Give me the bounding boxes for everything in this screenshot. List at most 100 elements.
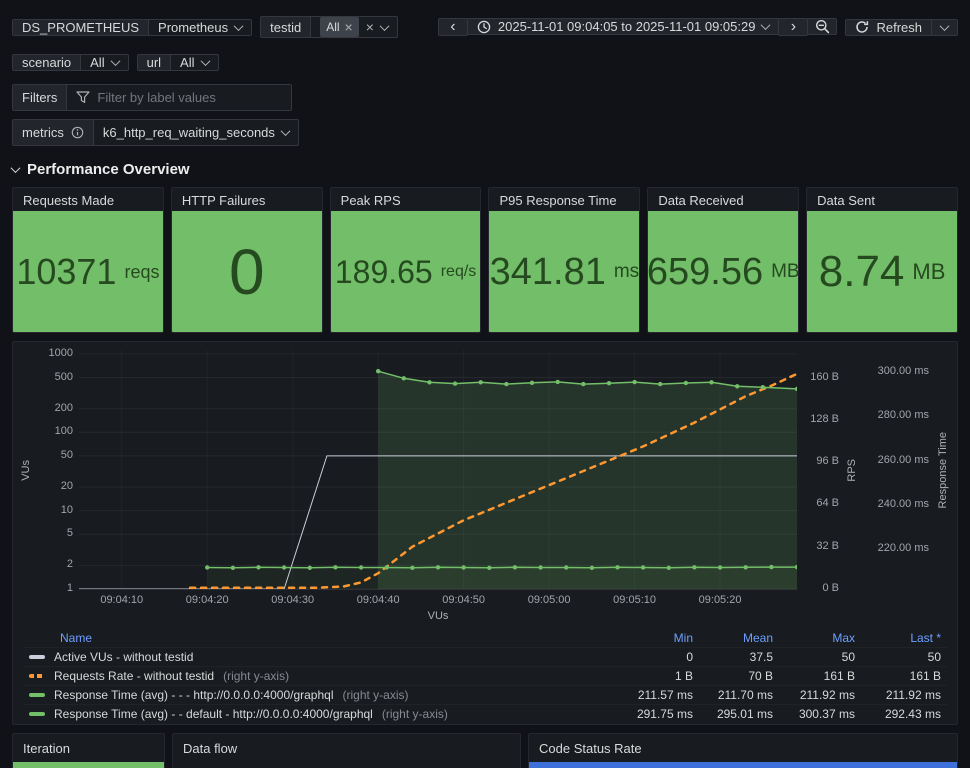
remove-chip-icon[interactable]: × [344, 19, 353, 35]
x-tick-label: 09:05:20 [698, 594, 742, 606]
stat-value: 10371 [16, 250, 117, 292]
funnel-icon [76, 91, 90, 103]
ms-tick-label: 280.00 ms [877, 409, 929, 422]
legend-col-mean[interactable]: Mean [742, 631, 773, 645]
time-range-picker[interactable]: 2025-11-01 09:04:05 to 2025-11-01 09:05:… [466, 18, 780, 35]
data-flow-panel: Data flow [172, 733, 521, 768]
x-tick-label: 09:04:40 [356, 594, 400, 606]
panel-title: P95 Response Time [499, 193, 617, 208]
filters-input-wrap[interactable] [67, 85, 291, 110]
rps-tick-label: 64 B [816, 497, 839, 510]
section-collapse-icon[interactable] [10, 163, 21, 174]
section-performance-overview[interactable]: Performance Overview [10, 161, 958, 178]
clear-all-icon[interactable]: × [365, 19, 374, 35]
stat-panel-p95-response-time: P95 Response Time 341.81 ms [488, 187, 641, 333]
left-axis-labels: 1 2 5 10 20 50 100 200 500 1000 [33, 346, 79, 594]
zoom-out-button[interactable] [807, 18, 838, 35]
x-axis-labels: 09:04:10 09:04:20 09:04:30 09:04:40 09:04:50… [79, 594, 797, 610]
testid-filter[interactable]: testid All × × [260, 16, 398, 38]
legend-value-max: 50 [841, 650, 855, 664]
x-tick-label: 09:04:10 [100, 594, 144, 606]
rps-tick-label: 32 B [816, 539, 839, 552]
metrics-value[interactable]: k6_http_req_waiting_seconds [94, 120, 298, 145]
vus-tick-label: 1000 [48, 346, 73, 359]
legend-value-mean: 70 B [748, 669, 773, 683]
legend-value-mean: 211.70 ms [717, 688, 773, 702]
vus-tick-label: 50 [60, 448, 73, 461]
datasource-label: DS_PROMETHEUS [13, 19, 150, 35]
x-tick-label: 09:05:10 [613, 594, 657, 606]
scenario-value-text: All [90, 55, 105, 70]
datasource-picker[interactable]: DS_PROMETHEUS Prometheus [12, 18, 253, 36]
legend-row[interactable]: Response Time (avg) - - default - http:/… [23, 704, 947, 723]
stat-unit: reqs [124, 261, 160, 282]
series-name: Requests Rate - without testid [54, 669, 215, 683]
refresh-button[interactable]: Refresh [846, 20, 931, 35]
panel-title: Iteration [23, 741, 70, 756]
series-name-cell[interactable]: Active VUs - without testid [29, 650, 621, 664]
series-name-cell[interactable]: Requests Rate - without testid (right y-a… [29, 669, 621, 683]
legend-col-last[interactable]: Last * [910, 631, 941, 645]
panel-title: HTTP Failures [181, 193, 266, 208]
rps-tick-label: 160 B [810, 370, 839, 383]
time-forward-button[interactable]: › [778, 18, 809, 36]
time-back-button[interactable]: ‹ [437, 18, 468, 36]
rps-tick-label: 128 B [810, 412, 839, 425]
label-filters-control[interactable]: Filters [12, 84, 293, 111]
stat-panel-data-sent: Data Sent 8.74 MB [806, 187, 958, 333]
stat-value: 8.74 [818, 246, 905, 296]
legend-row[interactable]: Requests Rate - without testid (right y-a… [23, 666, 947, 685]
ms-tick-label: 260.00 ms [877, 453, 929, 466]
timeseries-svg [79, 350, 797, 589]
clock-icon [477, 20, 491, 33]
stat-value: 659.56 [647, 250, 764, 293]
url-value[interactable]: All [171, 55, 217, 70]
refresh-control[interactable]: Refresh [845, 18, 958, 36]
legend-row[interactable]: Response Time (avg) - - - http://0.0.0.0… [23, 685, 947, 704]
rps-tick-label: 96 B [816, 455, 839, 468]
rps-axis-title: RPS [845, 350, 859, 590]
scenario-label: scenario [13, 55, 82, 70]
testid-value[interactable]: All × × [311, 17, 397, 37]
refresh-interval-dropdown[interactable] [931, 19, 957, 35]
legend-row[interactable]: Active VUs - without testid 0 37.5 50 50 [23, 647, 947, 666]
legend-value-min: 1 B [674, 669, 693, 683]
legend-value-last: 50 [927, 650, 941, 664]
legend-value-max: 161 B [823, 669, 855, 683]
url-filter[interactable]: url All [136, 54, 219, 71]
iteration-stat-body [13, 762, 164, 768]
datasource-value[interactable]: Prometheus [149, 20, 251, 35]
x-tick-label: 09:04:20 [185, 594, 229, 606]
series-name: Response Time (avg) - - default - http:/… [54, 707, 373, 721]
x-tick-label: 09:05:00 [527, 594, 571, 606]
bottom-row: Iteration Data flow Code Status Rate [12, 733, 958, 768]
series-color-icon [29, 674, 45, 678]
stat-value: 341.81 [489, 250, 606, 293]
plot-area[interactable] [79, 350, 797, 590]
chevron-down-icon [280, 126, 291, 137]
panel-title: Code Status Rate [539, 741, 642, 756]
vus-tick-label: 500 [54, 370, 73, 383]
scenario-value[interactable]: All [81, 55, 127, 70]
datasource-value-text: Prometheus [158, 19, 229, 35]
testid-chip[interactable]: All × [320, 17, 359, 37]
stat-value: 189.65 [334, 253, 433, 290]
dashboard-page: DS_PROMETHEUS Prometheus testid All × × [0, 12, 970, 768]
section-title: Performance Overview [27, 161, 190, 178]
code-status-rate-body [529, 762, 957, 768]
legend-col-min[interactable]: Min [673, 631, 693, 645]
scenario-filter[interactable]: scenario All [12, 54, 129, 71]
chart-area: VUs 1 2 5 10 20 50 100 200 500 1000 0 B 32 B 64 B 96… [19, 346, 951, 594]
url-value-text: All [180, 55, 195, 70]
legend-col-name[interactable]: Name [60, 631, 93, 645]
series-name-cell[interactable]: Response Time (avg) - - - http://0.0.0.0… [29, 688, 621, 702]
series-axis-note: (right y-axis) [381, 707, 448, 721]
series-name-cell[interactable]: Response Time (avg) - - default - http:/… [29, 707, 621, 721]
panel-title: Requests Made [23, 193, 115, 208]
metrics-picker[interactable]: metrics k6_http_req_waiting_seconds [12, 119, 299, 146]
left-axis-title-text: VUs [20, 459, 32, 481]
label-filter-input[interactable] [97, 90, 283, 105]
response-time-axis-title-text: Response Time [937, 431, 949, 509]
legend-col-max[interactable]: Max [832, 631, 855, 645]
left-axis-title: VUs [19, 350, 33, 590]
